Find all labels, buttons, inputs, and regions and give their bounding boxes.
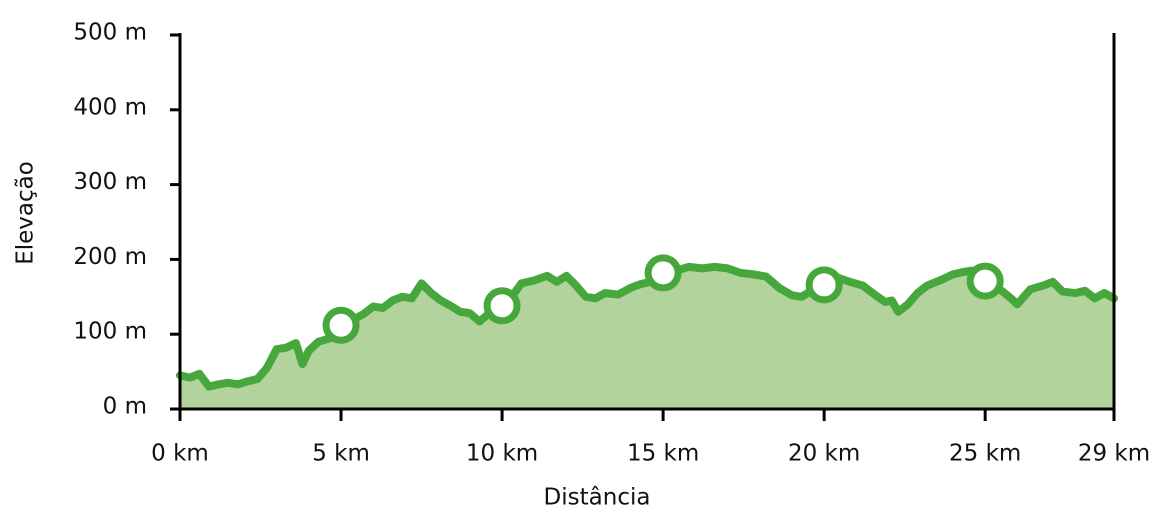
x-tick-label: 5 km — [312, 441, 370, 467]
x-tick-label: 0 km — [151, 441, 209, 467]
line — [176, 262, 1118, 391]
y-tick-label: 400 m — [73, 94, 147, 120]
y-axis-label: Elevação — [13, 161, 39, 265]
y-tick-label: 0 m — [103, 394, 147, 420]
x-tick-label: 29 km — [1078, 441, 1150, 467]
y-tick-label: 300 m — [73, 169, 147, 195]
km-marker — [966, 262, 1004, 300]
x-tick-label: 20 km — [788, 441, 860, 467]
y-tick-label: 500 m — [73, 20, 147, 46]
km-marker — [805, 266, 843, 304]
x-tick-label: 10 km — [466, 441, 538, 467]
y-tick-label: 200 m — [73, 244, 147, 270]
km-marker — [483, 287, 521, 325]
x-tick-label: 15 km — [627, 441, 699, 467]
x-tick-label: 25 km — [949, 441, 1021, 467]
x-axis-label: Distância — [544, 485, 651, 511]
y-tick-label: 100 m — [73, 319, 147, 345]
km-marker — [322, 306, 360, 344]
km-marker — [644, 254, 682, 292]
